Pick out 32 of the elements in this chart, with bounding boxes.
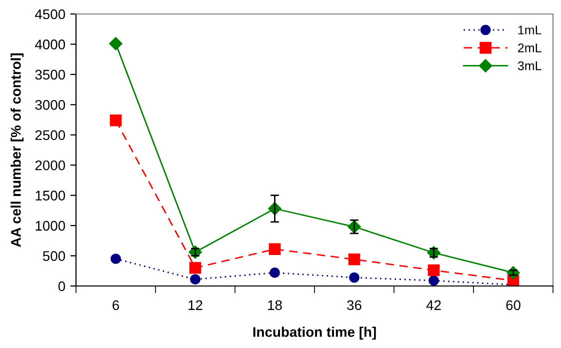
- y-tick-label: 2000: [35, 160, 66, 170]
- y-tick-label: 1500: [36, 190, 66, 201]
- y-tick-label: 4000: [35, 40, 66, 50]
- x-tick-label: 60: [506, 300, 520, 310]
- point: [348, 254, 360, 266]
- point: [109, 37, 122, 50]
- point: [349, 272, 360, 283]
- y-tick-label: 2500: [35, 130, 66, 140]
- point: [110, 254, 121, 264]
- y-tick-label: 0: [58, 281, 66, 292]
- y-tick-label: 1000: [36, 220, 66, 231]
- x-tick-label: 6: [112, 300, 119, 310]
- y-tick-label: 4500: [35, 9, 66, 20]
- point: [428, 275, 439, 286]
- legend-label: 3mL: [518, 61, 542, 70]
- y-tick-label: 3000: [35, 100, 66, 110]
- point: [268, 243, 281, 256]
- y-tick-label: 3500: [35, 70, 66, 80]
- x-tick-label: 12: [188, 300, 202, 310]
- point: [428, 264, 440, 276]
- y-tick-label: 500: [42, 251, 66, 261]
- x-axis-title: Incubation time [h]: [253, 326, 376, 340]
- legend-label: 2mL: [518, 43, 542, 52]
- point: [270, 267, 280, 278]
- x-tick-label: 36: [347, 300, 362, 310]
- x-tick-label: 18: [268, 300, 282, 310]
- y-axis-title: AA cell number [% of control]: [10, 53, 24, 247]
- point: [110, 114, 122, 126]
- legend-label: 1mL: [518, 26, 542, 34]
- point: [190, 274, 200, 285]
- point: [189, 262, 202, 274]
- x-tick-label: 42: [426, 300, 441, 310]
